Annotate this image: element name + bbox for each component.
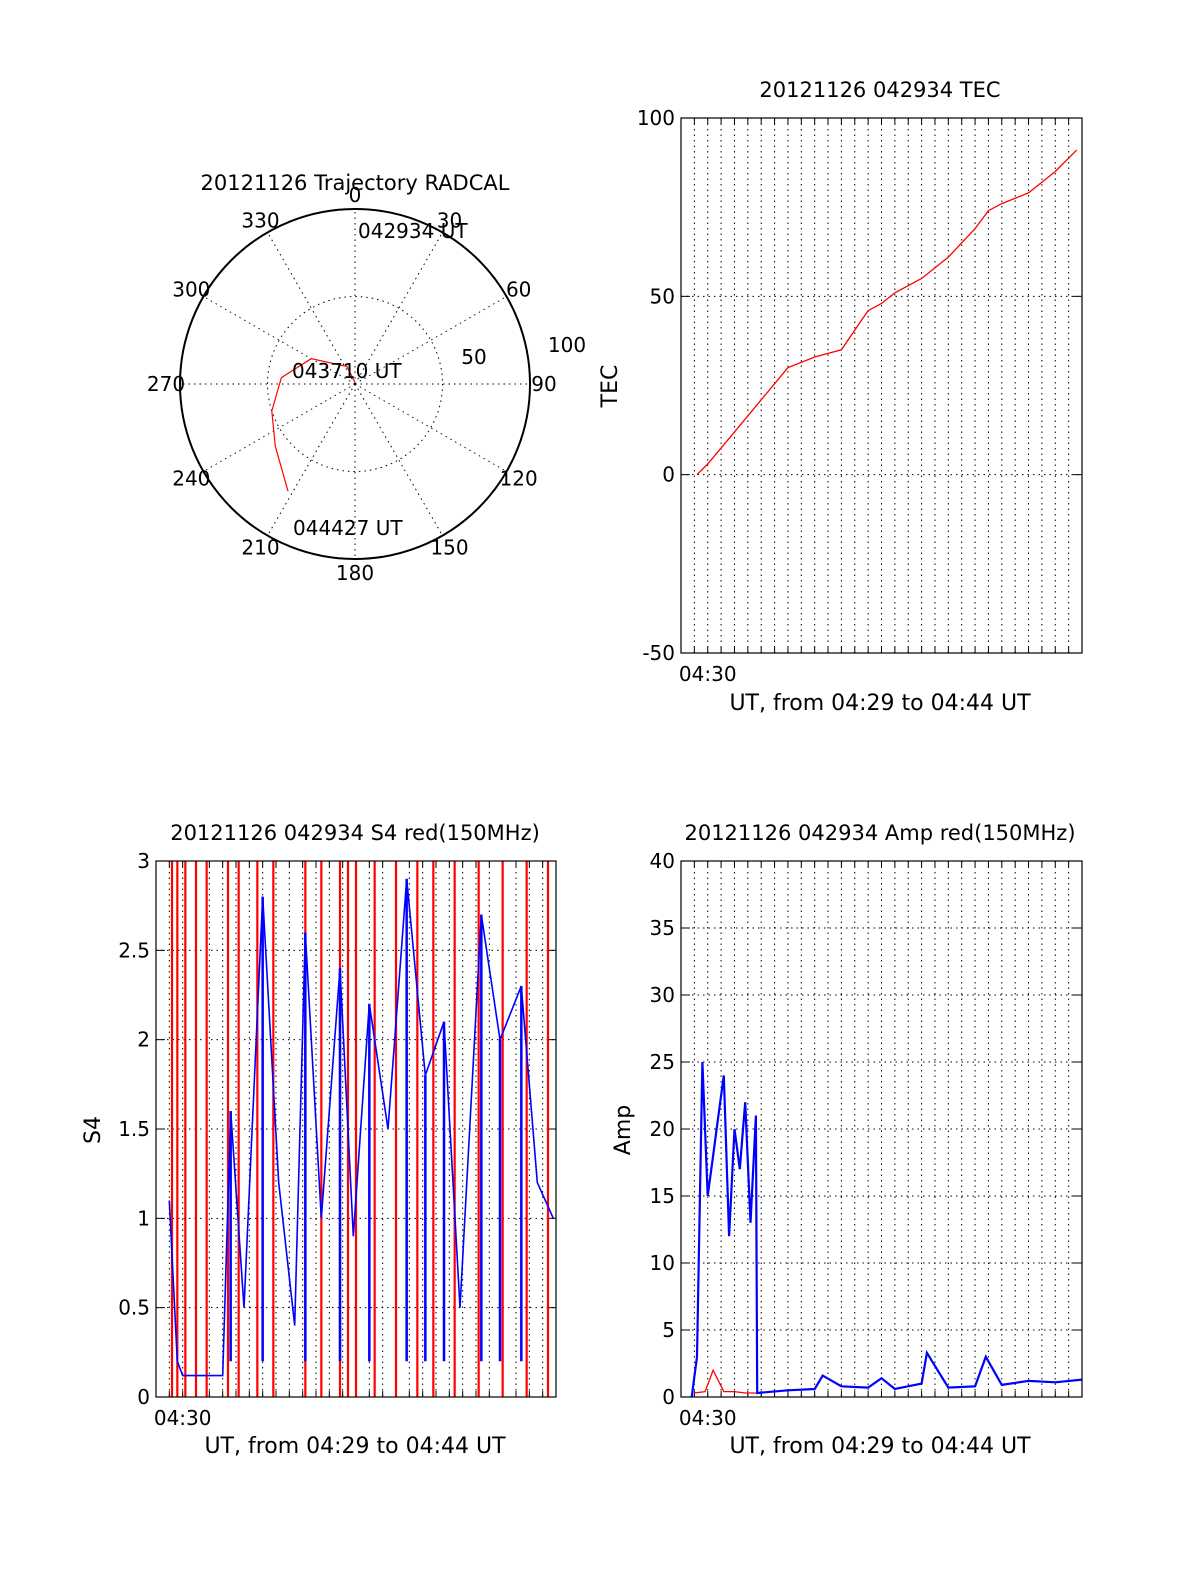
polar-angle-label-120: 120 — [500, 467, 538, 491]
polar-title: 20121126 Trajectory RADCAL — [201, 171, 510, 195]
amp-line-0 — [690, 1061, 1083, 1398]
polar-angle-label-60: 60 — [506, 278, 531, 302]
s4-ytick-label: 3 — [137, 849, 150, 873]
tec-plot: 20121126 042934 TEC UT, from 04:29 to 04… — [598, 78, 1083, 716]
s4-ytick-label: 1 — [137, 1206, 150, 1230]
polar-angle-label-180: 180 — [336, 561, 374, 585]
amp-grid — [680, 860, 1083, 1398]
tec-grid — [680, 117, 1083, 654]
amp-title: 20121126 042934 Amp red(150MHz) — [684, 821, 1075, 845]
polar-spoke-120 — [354, 383, 507, 472]
polar-angle-label-240: 240 — [172, 467, 210, 491]
amp-plot: 20121126 042934 Amp red(150MHz) UT, from… — [611, 821, 1083, 1459]
s4-title: 20121126 042934 S4 red(150MHz) — [170, 821, 540, 845]
amp-ytick-label: 35 — [650, 916, 675, 940]
amp-series-0 — [690, 1061, 1083, 1398]
tec-xtick-label: 04:30 — [679, 662, 737, 686]
polar-angle-label-210: 210 — [241, 536, 279, 560]
amp-ytick-label: 20 — [650, 1117, 675, 1141]
polar-angle-label-90: 90 — [531, 372, 556, 396]
s4-ytick-label: 1.5 — [118, 1117, 150, 1141]
tec-title: 20121126 042934 TEC — [759, 78, 1000, 102]
s4-ytick-label: 0 — [137, 1385, 150, 1409]
s4-ytick-label: 2.5 — [118, 938, 150, 962]
amp-x-axis-label: UT, from 04:29 to 04:44 UT — [729, 1434, 1031, 1459]
polar-spoke-210 — [267, 383, 356, 536]
tec-series-0 — [696, 149, 1078, 476]
s4-ytick-label: 2 — [137, 1028, 150, 1052]
polar-outer-circle — [179, 208, 531, 560]
amp-ytick-label: 0 — [662, 1385, 675, 1409]
polar-radius-label-100: 100 — [548, 333, 586, 357]
polar-angle-label-330: 330 — [241, 208, 279, 232]
trajectory-track — [271, 358, 356, 492]
track-end-label: 044427 UT — [293, 516, 403, 540]
amp-ytick-label: 15 — [650, 1184, 675, 1208]
s4-ytick-label: 0.5 — [118, 1296, 150, 1320]
s4-series-0 — [170, 861, 550, 1397]
tec-line-0 — [696, 149, 1078, 476]
polar-angle-label-270: 270 — [147, 372, 185, 396]
s4-plot-frame — [155, 860, 557, 1398]
tec-ytick-label: 50 — [650, 284, 675, 308]
tec-y-axis-label: TEC — [598, 365, 623, 409]
amp-line-1 — [694, 1368, 756, 1394]
tec-plot-frame — [680, 117, 1083, 654]
amp-plot-frame — [680, 860, 1083, 1398]
polar-angle-label-300: 300 — [172, 278, 210, 302]
amp-xtick-label: 04:30 — [679, 1406, 737, 1430]
tec-ytick-label: 100 — [637, 106, 675, 130]
track-start-label: 042934 UT — [358, 219, 468, 243]
amp-ytick-label: 25 — [650, 1050, 675, 1074]
track-middle-label: 043710 UT — [292, 359, 402, 383]
polar-angle-label-30: 30 — [437, 208, 462, 232]
polar-spoke-150 — [354, 383, 443, 536]
amp-ytick-label: 5 — [662, 1318, 675, 1342]
polar-angle-label-0: 0 — [349, 183, 362, 207]
s4-series-1 — [168, 878, 555, 1377]
polar-spokes — [180, 209, 530, 559]
amp-series-1 — [694, 1368, 756, 1394]
tec-x-axis-label: UT, from 04:29 to 04:44 UT — [729, 691, 1031, 716]
polar-radius-label-50: 50 — [461, 345, 486, 369]
s4-x-axis-label: UT, from 04:29 to 04:44 UT — [204, 1434, 506, 1459]
amp-ytick-label: 10 — [650, 1251, 675, 1275]
tec-ytick-label: 0 — [662, 463, 675, 487]
amp-y-axis-label: Amp — [611, 1105, 636, 1155]
amp-ytick-label: 40 — [650, 849, 675, 873]
amp-ytick-label: 30 — [650, 983, 675, 1007]
s4-xtick-label: 04:30 — [154, 1406, 212, 1430]
s4-y-axis-label: S4 — [81, 1116, 106, 1144]
polar-angle-label-150: 150 — [430, 536, 468, 560]
trajectory-polar-plot: 20121126 Trajectory RADCAL 0 30 60 90 120 150… — [147, 171, 586, 585]
polar-inner-circle — [267, 296, 443, 472]
tec-ytick-label: -50 — [642, 641, 675, 665]
polar-angle-labels: 0 30 60 90 120 150 180 210 240 270 300 330 — [147, 183, 557, 585]
s4-plot: 20121126 042934 S4 red(150MHz) UT, from … — [81, 821, 557, 1459]
s4-blue-line — [168, 878, 555, 1377]
